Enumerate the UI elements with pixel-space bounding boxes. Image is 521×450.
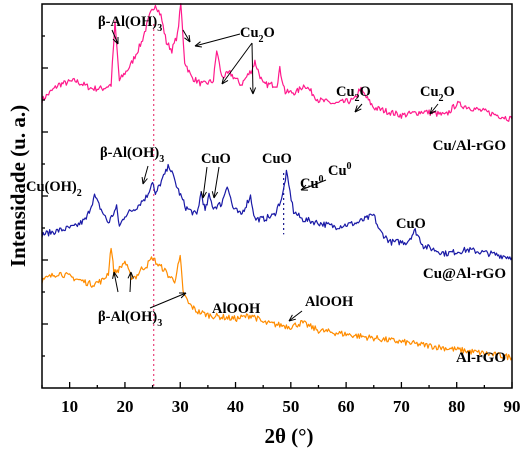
x-tick-label: 30 bbox=[172, 397, 189, 416]
annotation-arrow bbox=[149, 292, 187, 309]
x-tick-label: 90 bbox=[504, 397, 521, 416]
annotation-arrow bbox=[182, 29, 191, 43]
arrow-head bbox=[194, 41, 202, 48]
arrow-head bbox=[127, 271, 134, 279]
x-tick-label: 10 bbox=[61, 397, 78, 416]
annotation-arrow bbox=[288, 310, 303, 322]
annotation-arrow bbox=[113, 271, 119, 293]
peak-annotation: CuO bbox=[396, 216, 426, 232]
annotation-arrow bbox=[111, 29, 119, 45]
annotation-arrow bbox=[354, 103, 363, 113]
x-tick-label: 60 bbox=[338, 397, 355, 416]
arrow-head bbox=[300, 184, 309, 191]
x-tick-label: 70 bbox=[393, 397, 410, 416]
peak-annotation: CuO bbox=[262, 151, 292, 167]
arrow-head bbox=[354, 105, 362, 113]
x-tick-label: 80 bbox=[448, 397, 465, 416]
series-line-cu-al-rgo bbox=[41, 163, 513, 261]
peak-annotation: Cu(OH)2 bbox=[26, 179, 82, 199]
annotation-arrow bbox=[202, 166, 208, 199]
peak-annotation: AlOOH bbox=[305, 294, 354, 310]
x-tick-label: 20 bbox=[116, 397, 133, 416]
plot-frame bbox=[41, 3, 513, 389]
annotation-arrow bbox=[213, 166, 220, 199]
arrow-head bbox=[429, 107, 437, 115]
peak-annotation: Cu2O bbox=[420, 84, 455, 104]
arrow-head bbox=[179, 292, 187, 299]
x-tick-label: 50 bbox=[282, 397, 299, 416]
peak-annotation: Cu0 bbox=[300, 174, 324, 192]
x-axis-label: 2θ (°) bbox=[264, 424, 313, 448]
annotation-arrow bbox=[221, 42, 253, 85]
arrow-head bbox=[211, 191, 219, 199]
peak-annotation: Cu2O bbox=[240, 25, 275, 45]
arrow-head bbox=[112, 37, 119, 45]
arrow-head bbox=[249, 87, 257, 95]
y-axis-label: Intensidade (u. a.) bbox=[6, 105, 30, 267]
peak-annotation: β-Al(OH)3 bbox=[100, 145, 164, 165]
peak-annotation: Cu2O bbox=[336, 84, 371, 104]
annotation-arrow bbox=[300, 179, 327, 191]
series-label: Cu/Al-rGO bbox=[433, 138, 506, 154]
arrow-head bbox=[288, 314, 296, 322]
arrow-head bbox=[141, 177, 148, 185]
peak-annotation: CuO bbox=[201, 151, 231, 167]
peak-annotation: AlOOH bbox=[212, 301, 261, 317]
peak-annotation: β-Al(OH)3 bbox=[98, 14, 162, 34]
annotation-arrow bbox=[251, 42, 254, 95]
annotation-arrow bbox=[429, 103, 439, 115]
peak-annotation: β-Al(OH)3 bbox=[98, 309, 162, 329]
arrow-head bbox=[221, 77, 229, 85]
x-tick-label: 40 bbox=[227, 397, 244, 416]
peak-annotation: Cu0 bbox=[328, 161, 352, 179]
series-line-al-rgo bbox=[41, 247, 513, 361]
arrow-head bbox=[200, 191, 207, 199]
annotation-arrow bbox=[194, 33, 241, 47]
arrow-head bbox=[112, 271, 119, 279]
annotation-arrow bbox=[129, 271, 132, 293]
annotation-arrow bbox=[142, 165, 149, 185]
series-label: Cu@Al-rGO bbox=[423, 266, 506, 282]
arrow-head bbox=[184, 35, 191, 43]
series-label: Al-rGO bbox=[456, 350, 506, 366]
